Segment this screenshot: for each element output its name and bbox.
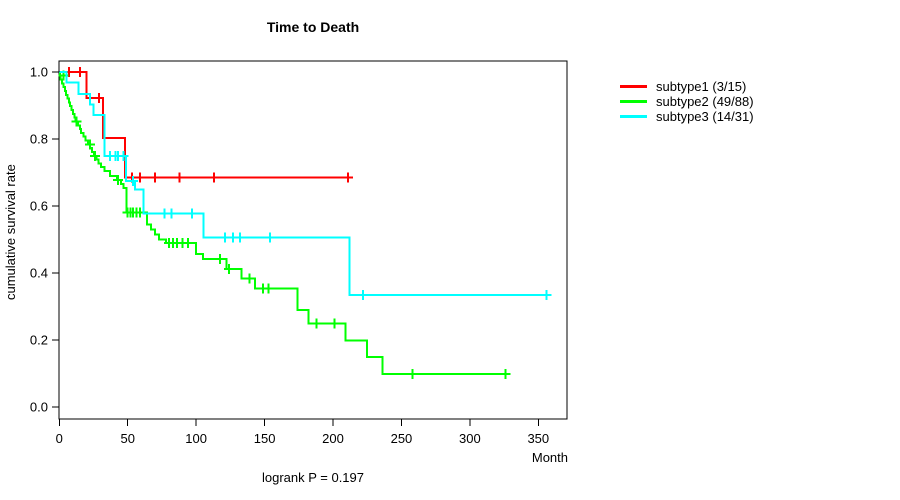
x-tick-label: 300 [459, 431, 481, 446]
survival-curve-subtype1 [59, 67, 354, 183]
survival-curve-subtype3 [59, 71, 552, 300]
x-tick-label: 350 [527, 431, 549, 446]
x-tick-label: 200 [322, 431, 344, 446]
legend: subtype1 (3/15) subtype2 (49/88) subtype… [620, 79, 754, 124]
legend-line-swatch [620, 85, 647, 88]
x-tick-label: 150 [254, 431, 276, 446]
x-tick-label: 250 [391, 431, 413, 446]
y-tick-label: 0.4 [30, 266, 48, 281]
censor-marks-subtype2 [58, 70, 511, 380]
y-tick-label: 1.0 [30, 65, 48, 80]
y-tick-label: 0.2 [30, 333, 48, 348]
censor-marks-subtype3 [104, 151, 552, 300]
x-axis: 0 50 100 150 200 250 300 350 Month [56, 419, 568, 465]
logrank-p-value: logrank P = 0.197 [261, 470, 365, 485]
legend-line-swatch [620, 115, 647, 118]
x-tick-label: 50 [120, 431, 134, 446]
legend-item-subtype2: subtype2 (49/88) [620, 94, 754, 109]
censor-marks-subtype1 [63, 67, 354, 183]
y-axis: 1.0 0.8 0.6 0.4 0.2 0.0 cumulative survival ra… [3, 65, 59, 415]
legend-label: subtype1 (3/15) [656, 79, 747, 94]
plot-border [58, 60, 568, 420]
x-tick-label: 0 [56, 431, 63, 446]
y-tick-label: 0.0 [30, 400, 48, 415]
km-step-line [58, 71, 506, 376]
y-tick-label: 0.8 [30, 132, 48, 147]
legend-item-subtype1: subtype1 (3/15) [620, 79, 754, 94]
km-step-line [59, 71, 349, 179]
legend-label: subtype2 (49/88) [656, 94, 754, 109]
chart-title: Time to Death [266, 19, 360, 35]
legend-line-swatch [620, 100, 647, 103]
x-axis-label: Month [532, 450, 568, 465]
legend-item-subtype3: subtype3 (14/31) [620, 109, 754, 124]
survival-curve-subtype2 [58, 70, 511, 380]
y-tick-label: 0.6 [30, 199, 48, 214]
legend-label: subtype3 (14/31) [656, 109, 754, 124]
x-tick-label: 100 [185, 431, 207, 446]
y-axis-label: cumulative survival rate [3, 164, 18, 300]
